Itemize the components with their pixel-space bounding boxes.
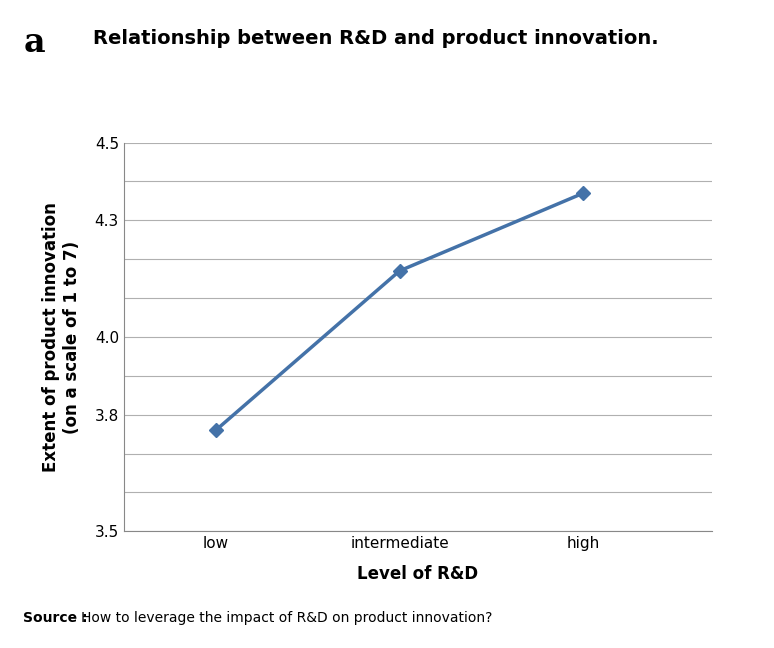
X-axis label: Level of R&D: Level of R&D bbox=[358, 565, 478, 583]
Text: a: a bbox=[23, 26, 45, 59]
Text: Relationship between R&D and product innovation.: Relationship between R&D and product inn… bbox=[93, 29, 659, 48]
Text: How to leverage the impact of R&D on product innovation?: How to leverage the impact of R&D on pro… bbox=[81, 611, 492, 625]
Text: Source :: Source : bbox=[23, 611, 93, 625]
Y-axis label: Extent of product innovation
(on a scale of 1 to 7): Extent of product innovation (on a scale… bbox=[42, 202, 80, 472]
